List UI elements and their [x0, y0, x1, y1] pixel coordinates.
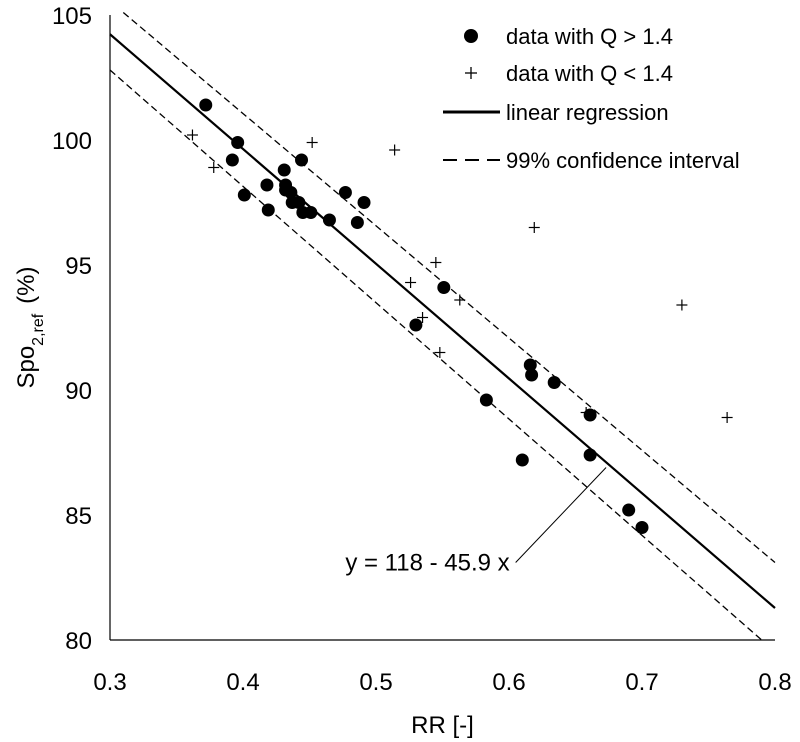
data-point-q-above: [277, 163, 291, 177]
confidence-interval-lines: [109, 12, 776, 641]
data-point-q-above: [437, 281, 451, 294]
y-axis-label-main: Spo: [13, 346, 40, 389]
data-point-q-above: [547, 376, 561, 389]
data-point-q-above: [225, 153, 239, 167]
axes: [109, 15, 775, 641]
y-axis-label-unit: (%): [13, 266, 40, 303]
data-point-q-above: [237, 188, 251, 202]
data-point-q-above: [622, 503, 636, 517]
data-point-q-above: [357, 196, 371, 209]
x-axis-label: RR [-]: [411, 712, 474, 739]
equation-pointer-line: [515, 467, 607, 563]
data-point-q-below: [528, 222, 540, 233]
data-point-q-above: [479, 393, 493, 407]
regression-line: [109, 33, 776, 609]
legend-label-confidence: 99% confidence interval: [506, 148, 740, 173]
x-tick-labels: 0.3 0.4 0.5 0.6 0.7 0.8: [93, 669, 791, 696]
data-point-q-above: [279, 183, 293, 197]
legend-label-q-below: data with Q < 1.4: [506, 61, 673, 86]
y-tick-label: 95: [65, 253, 92, 280]
data-point-q-above: [409, 318, 423, 332]
ci-lower-line: [109, 69, 763, 641]
data-point-q-below: [430, 257, 442, 268]
data-point-q-above: [583, 448, 597, 462]
legend-marker-filled-circle: [464, 29, 478, 43]
data-point-q-below: [676, 299, 688, 311]
data-point-q-below: [186, 129, 198, 141]
y-tick-label: 80: [65, 628, 92, 655]
data-point-q-below: [208, 162, 220, 173]
data-point-q-above: [260, 178, 274, 192]
data-point-q-below: [417, 312, 429, 323]
ci-upper-line: [122, 12, 776, 563]
data-point-q-above: [231, 136, 245, 149]
x-tick-label: 0.3: [93, 669, 126, 696]
data-point-q-above: [338, 186, 352, 199]
y-tick-label: 105: [52, 3, 92, 30]
legend-label-q-above: data with Q > 1.4: [506, 24, 673, 49]
data-point-q-above: [523, 358, 537, 372]
data-point-q-above: [635, 521, 649, 534]
data-point-q-below: [306, 137, 318, 148]
y-axis-label: Spo2,ref (%): [13, 266, 47, 388]
points-q-above-group: [199, 98, 649, 534]
data-point-q-below: [721, 412, 733, 423]
y-tick-label: 90: [65, 378, 92, 405]
data-point-q-below: [389, 144, 401, 156]
y-tick-label: 85: [65, 503, 92, 530]
data-point-q-above: [199, 98, 213, 112]
data-point-q-above: [292, 196, 306, 209]
data-point-q-above: [525, 368, 539, 382]
data-point-q-below: [434, 347, 446, 358]
data-point-q-below: [454, 294, 466, 306]
points-q-below-group: [186, 129, 733, 423]
x-tick-label: 0.4: [226, 669, 259, 696]
data-point-q-below: [405, 277, 417, 288]
x-tick-label: 0.6: [492, 669, 525, 696]
y-tick-label: 100: [52, 128, 92, 155]
data-point-q-above: [295, 153, 309, 167]
data-point-q-above: [304, 206, 318, 219]
legend: data with Q > 1.4 data with Q < 1.4 line…: [443, 24, 740, 173]
x-tick-label: 0.5: [359, 669, 392, 696]
x-tick-label: 0.7: [625, 669, 658, 696]
y-tick-labels: 80 85 90 95 100 105: [52, 3, 92, 655]
data-point-q-above: [515, 453, 529, 467]
legend-marker-plus: [465, 67, 477, 79]
regression-equation-label: y = 118 - 45.9 x: [345, 550, 509, 577]
data-point-q-above: [261, 203, 275, 217]
legend-label-regression: linear regression: [506, 100, 669, 125]
x-tick-label: 0.8: [758, 669, 791, 696]
data-point-q-above: [350, 216, 364, 229]
data-point-q-above: [322, 213, 336, 227]
data-point-q-above: [583, 408, 597, 422]
y-axis-label-subscript: 2,ref: [30, 313, 47, 346]
